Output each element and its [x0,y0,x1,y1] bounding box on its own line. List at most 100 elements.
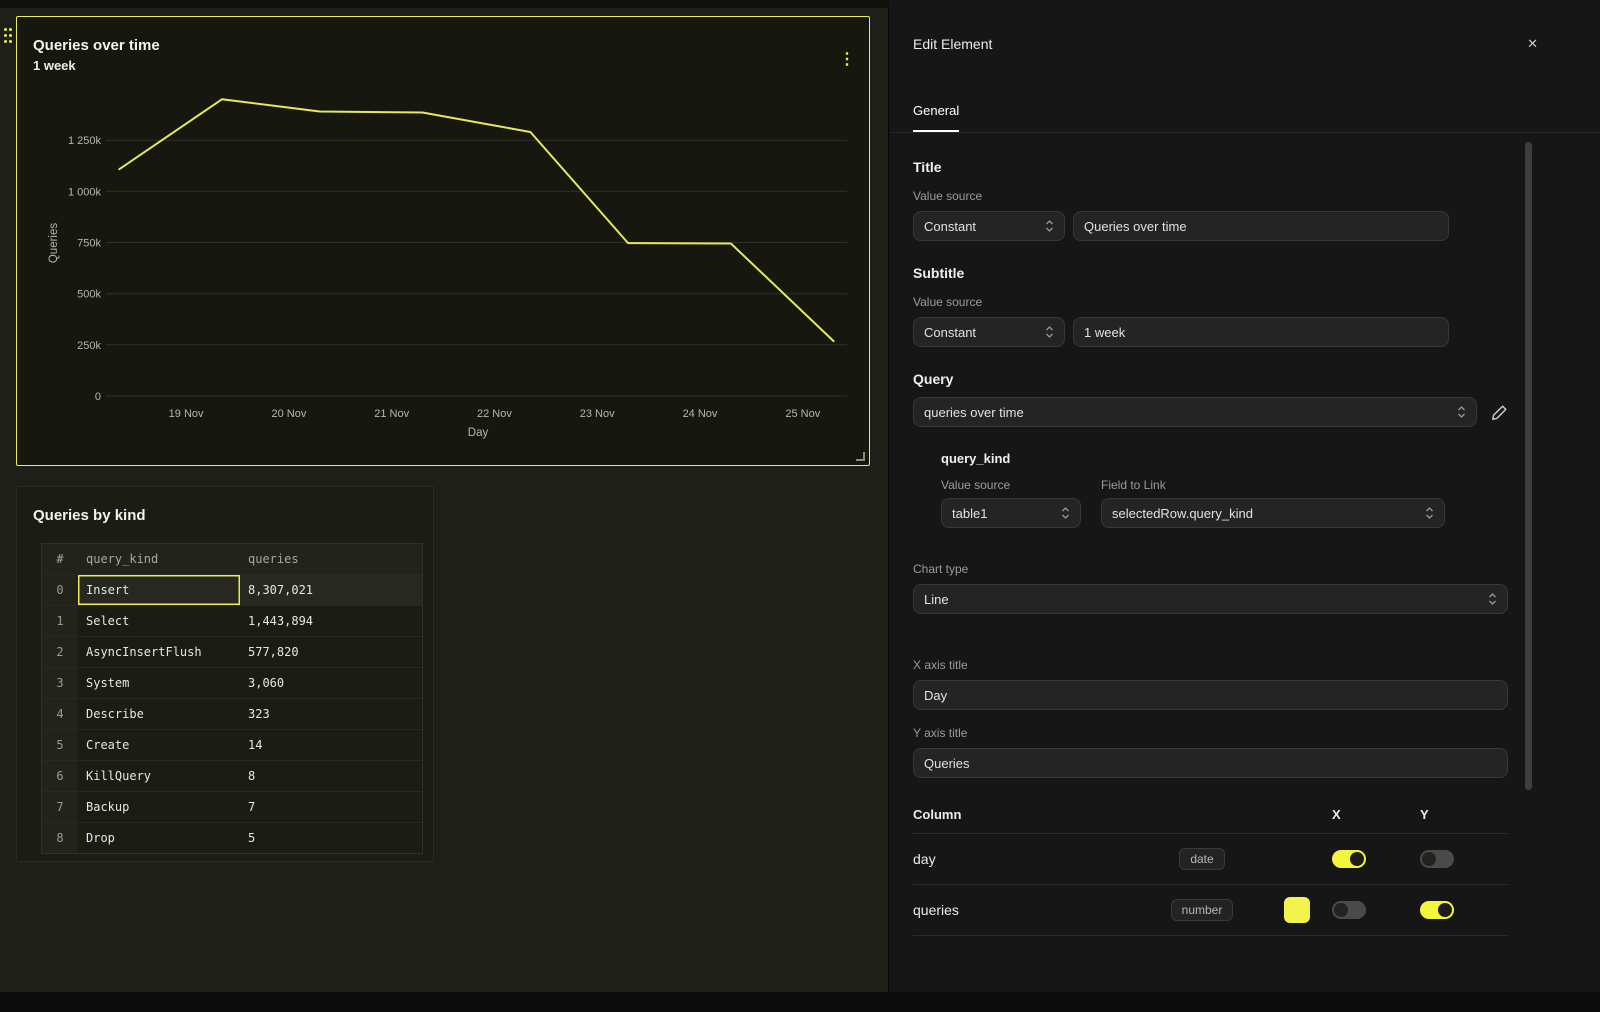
row-index-cell: 0 [42,575,78,605]
y-axis-title-input[interactable] [913,748,1508,778]
query-kind-cell[interactable]: Backup [86,800,130,814]
subtitle-source-value: Constant [924,324,977,340]
dashboard-canvas: Queries over time 1 week ⋮ 0 250k 500k 750k… [0,0,889,1012]
queries-cell[interactable]: 8,307,021 [248,583,314,597]
edit-query-pencil-icon[interactable] [1491,404,1508,421]
svg-text:22 Nov: 22 Nov [477,408,512,420]
table-row[interactable]: 1 Select 1,443,894 [42,605,422,636]
table-row[interactable]: 4 Describe 323 [42,698,422,729]
query-kind-source-select[interactable]: table1 [941,498,1081,528]
queries-cell[interactable]: 3,060 [248,676,285,690]
x-axis-title: Day [468,427,489,439]
x-axis-title-label: X axis title [913,658,968,672]
column-type-badge: number [1170,899,1234,921]
chart-title: Queries over time [33,37,160,54]
columns-header-x: X [1332,807,1341,822]
query-kind-cell[interactable]: KillQuery [86,769,152,783]
bottom-strip [0,992,1600,1012]
row-index-cell: 3 [42,668,78,698]
svg-text:24 Nov: 24 Nov [683,408,718,420]
row-index-cell: 4 [42,699,78,729]
panel-title: Edit Element [913,36,993,52]
drag-handle-icon[interactable] [4,28,15,49]
queries-cell[interactable]: 8 [248,769,256,783]
toggle-x-day[interactable] [1332,850,1366,868]
row-index-cell: 1 [42,606,78,636]
query-kind-cell[interactable]: Describe [86,707,144,721]
svg-text:21 Nov: 21 Nov [374,408,409,420]
columns-table-header: Column X Y [913,796,1508,834]
svg-text:1 250k: 1 250k [68,135,102,147]
chart-card-queries-over-time[interactable]: Queries over time 1 week ⋮ 0 250k 500k 750k… [16,16,870,466]
field-to-link-select[interactable]: selectedRow.query_kind [1101,498,1445,528]
toggle-y-queries[interactable] [1420,901,1454,919]
row-index-cell: 8 [42,823,78,853]
table-row[interactable]: 2 AsyncInsertFlush 577,820 [42,636,422,667]
svg-text:750k: 750k [77,238,101,250]
query-kind-cell[interactable]: Insert [78,575,240,605]
table-row[interactable]: 5 Create 14 [42,729,422,760]
chart-type-value: Line [924,591,949,607]
queries-table: # query_kind queries 0 Insert 8,307,021 1 Selec… [41,543,423,854]
select-chevrons-icon [1046,326,1053,338]
close-icon[interactable]: ✕ [1527,36,1538,51]
row-index-cell: 6 [42,761,78,791]
select-chevrons-icon [1426,507,1433,519]
svg-text:25 Nov: 25 Nov [785,408,820,420]
queries-cell[interactable]: 14 [248,738,263,752]
chart-type-label: Chart type [913,562,969,576]
chart-type-select[interactable]: Line [913,584,1508,614]
column-row-queries: queries number [913,885,1508,936]
table-row[interactable]: 0 Insert 8,307,021 [42,574,422,605]
x-axis-tick-labels: 19 Nov 20 Nov 21 Nov 22 Nov 23 Nov 24 Nov 25 N… [169,408,821,420]
query-kind-cell[interactable]: Create [86,738,130,752]
svg-text:20 Nov: 20 Nov [271,408,306,420]
toggle-x-queries[interactable] [1332,901,1366,919]
column-row-day: day date [913,834,1508,885]
title-source-select[interactable]: Constant [913,211,1065,241]
svg-text:19 Nov: 19 Nov [169,408,204,420]
query-select[interactable]: queries over time [913,397,1477,427]
queries-cell[interactable]: 577,820 [248,645,299,659]
series-color-swatch[interactable] [1284,897,1310,923]
table-row[interactable]: 6 KillQuery 8 [42,760,422,791]
y-axis-title: Queries [48,223,60,264]
subtitle-source-select[interactable]: Constant [913,317,1065,347]
query-kind-cell[interactable]: Drop [86,831,115,845]
toggle-y-day[interactable] [1420,850,1454,868]
table-header-row: # query_kind queries [42,544,422,574]
query-kind-cell[interactable]: Select [86,614,130,628]
field-to-link-label: Field to Link [1101,478,1166,492]
subtitle-value-input[interactable] [1073,317,1449,347]
row-index-cell: 5 [42,730,78,760]
table-card-queries-by-kind[interactable]: Queries by kind # query_kind queries 0 Inser… [16,486,434,862]
header-index: # [56,552,64,566]
top-strip [0,0,889,8]
queries-cell[interactable]: 1,443,894 [248,614,314,628]
table-row[interactable]: 8 Drop 5 [42,822,422,853]
query-kind-heading: query_kind [941,451,1011,466]
queries-cell[interactable]: 323 [248,707,270,721]
field-to-link-value: selectedRow.query_kind [1112,505,1253,521]
table-row[interactable]: 3 System 3,060 [42,667,422,698]
panel-scrollbar[interactable] [1525,142,1532,790]
resize-handle-icon[interactable] [856,452,865,461]
query-section-heading: Query [913,371,954,387]
chart-menu-button[interactable]: ⋮ [839,51,855,68]
chart-subtitle: 1 week [33,58,76,73]
svg-text:0: 0 [95,391,101,403]
query-kind-source-value: table1 [952,505,988,521]
row-index-cell: 2 [42,637,78,667]
tab-general[interactable]: General [913,103,960,132]
query-select-value: queries over time [924,404,1024,420]
columns-header-column: Column [913,807,962,822]
table-row[interactable]: 7 Backup 7 [42,791,422,822]
queries-cell[interactable]: 7 [248,800,256,814]
query-kind-cell[interactable]: System [86,676,130,690]
queries-cell[interactable]: 5 [248,831,256,845]
query-kind-cell[interactable]: AsyncInsertFlush [86,645,202,659]
title-value-input[interactable] [1073,211,1449,241]
svg-text:23 Nov: 23 Nov [580,408,615,420]
x-axis-title-input[interactable] [913,680,1508,710]
column-name: queries [913,902,959,918]
